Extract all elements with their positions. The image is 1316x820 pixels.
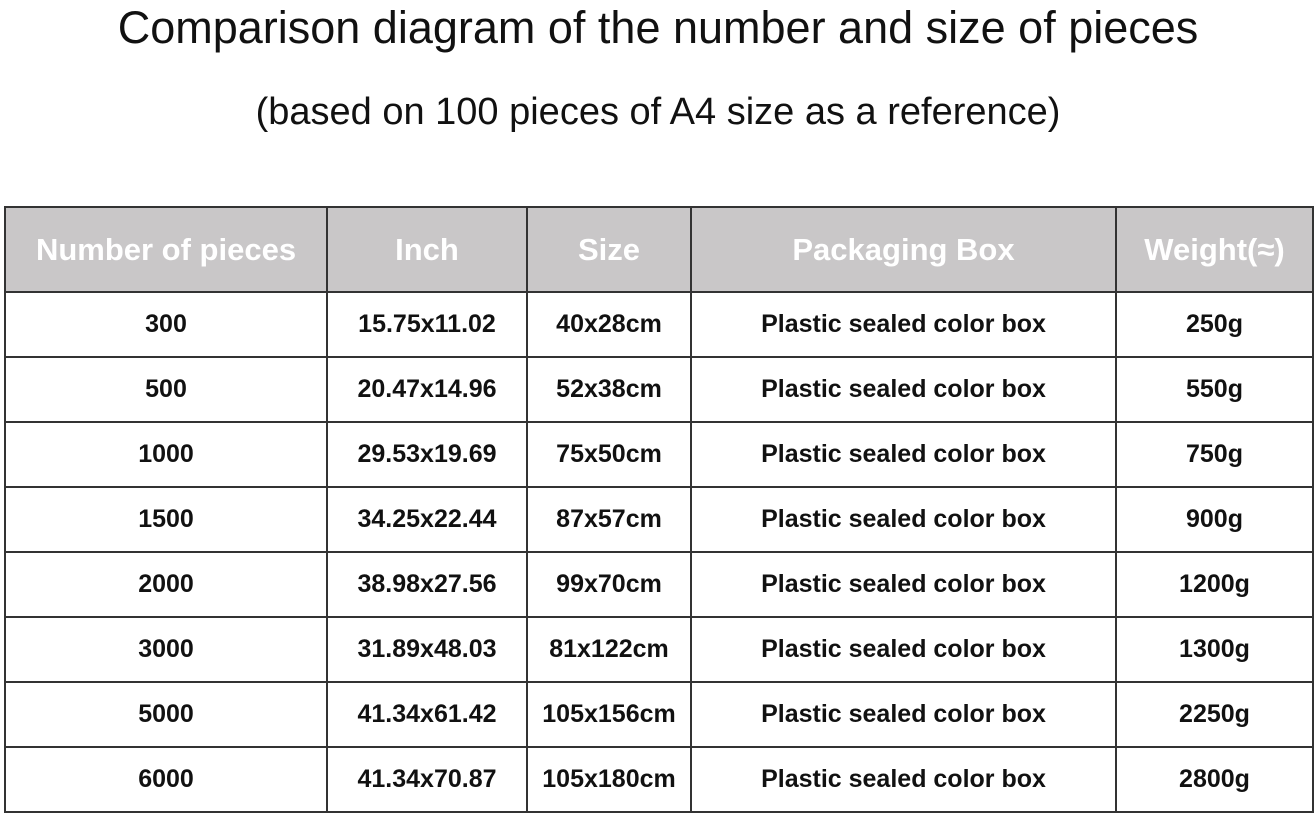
table-cell: 81x122cm: [526, 616, 692, 683]
column-header: Inch: [326, 206, 528, 293]
table-cell: 31.89x48.03: [326, 616, 528, 683]
table-cell: 5000: [4, 681, 328, 748]
table-cell: 75x50cm: [526, 421, 692, 488]
table-cell: 34.25x22.44: [326, 486, 528, 553]
table-cell: 87x57cm: [526, 486, 692, 553]
table-cell: 99x70cm: [526, 551, 692, 618]
table-cell: 40x28cm: [526, 291, 692, 358]
table-cell: 250g: [1115, 291, 1314, 358]
table-cell: Plastic sealed color box: [690, 551, 1117, 618]
table-cell: 41.34x70.87: [326, 746, 528, 813]
table-cell: 1300g: [1115, 616, 1314, 683]
table-cell: Plastic sealed color box: [690, 356, 1117, 423]
table-cell: Plastic sealed color box: [690, 616, 1117, 683]
size-comparison-table: Number of pieces Inch Size Packaging Box Wei…: [4, 206, 1314, 813]
table-cell: Plastic sealed color box: [690, 746, 1117, 813]
table-cell: 2000: [4, 551, 328, 618]
table-cell: 2250g: [1115, 681, 1314, 748]
table-cell: 29.53x19.69: [326, 421, 528, 488]
column-header: Size: [526, 206, 692, 293]
table-cell: 300: [4, 291, 328, 358]
page-title: Comparison diagram of the number and siz…: [117, 2, 1199, 53]
table-cell: 500: [4, 356, 328, 423]
table-cell: 1000: [4, 421, 328, 488]
table-cell: 38.98x27.56: [326, 551, 528, 618]
table-cell: Plastic sealed color box: [690, 681, 1117, 748]
table-cell: Plastic sealed color box: [690, 291, 1117, 358]
table-row: 6000 41.34x70.87 105x180cm Plastic sealed c…: [4, 746, 1314, 813]
table-row: 5000 41.34x61.42 105x156cm Plastic sealed c…: [4, 681, 1314, 748]
table-row: 300 15.75x11.02 40x28cm Plastic sealed colo…: [4, 291, 1314, 358]
table-row: 3000 31.89x48.03 81x122cm Plastic sealed co…: [4, 616, 1314, 683]
column-header: Weight(≈): [1115, 206, 1314, 293]
table-cell: 2800g: [1115, 746, 1314, 813]
table-row: 500 20.47x14.96 52x38cm Plastic sealed colo…: [4, 356, 1314, 423]
table-cell: 105x156cm: [526, 681, 692, 748]
table-cell: 15.75x11.02: [326, 291, 528, 358]
table-row: 1500 34.25x22.44 87x57cm Plastic sealed col…: [4, 486, 1314, 553]
table-row: 1000 29.53x19.69 75x50cm Plastic sealed col…: [4, 421, 1314, 488]
table-cell: Plastic sealed color box: [690, 486, 1117, 553]
table-cell: 3000: [4, 616, 328, 683]
table-cell: 900g: [1115, 486, 1314, 553]
column-header: Packaging Box: [690, 206, 1117, 293]
table-cell: 41.34x61.42: [326, 681, 528, 748]
table-cell: 105x180cm: [526, 746, 692, 813]
table-header-row: Number of pieces Inch Size Packaging Box Wei…: [4, 206, 1314, 293]
table-cell: 20.47x14.96: [326, 356, 528, 423]
column-header: Number of pieces: [4, 206, 328, 293]
table-cell: 6000: [4, 746, 328, 813]
table-cell: 1200g: [1115, 551, 1314, 618]
table-cell: 550g: [1115, 356, 1314, 423]
table-cell: 52x38cm: [526, 356, 692, 423]
table-cell: Plastic sealed color box: [690, 421, 1117, 488]
table-cell: 1500: [4, 486, 328, 553]
table-cell: 750g: [1115, 421, 1314, 488]
page-subtitle: (based on 100 pieces of A4 size as a ref…: [255, 91, 1061, 133]
table-row: 2000 38.98x27.56 99x70cm Plastic sealed col…: [4, 551, 1314, 618]
